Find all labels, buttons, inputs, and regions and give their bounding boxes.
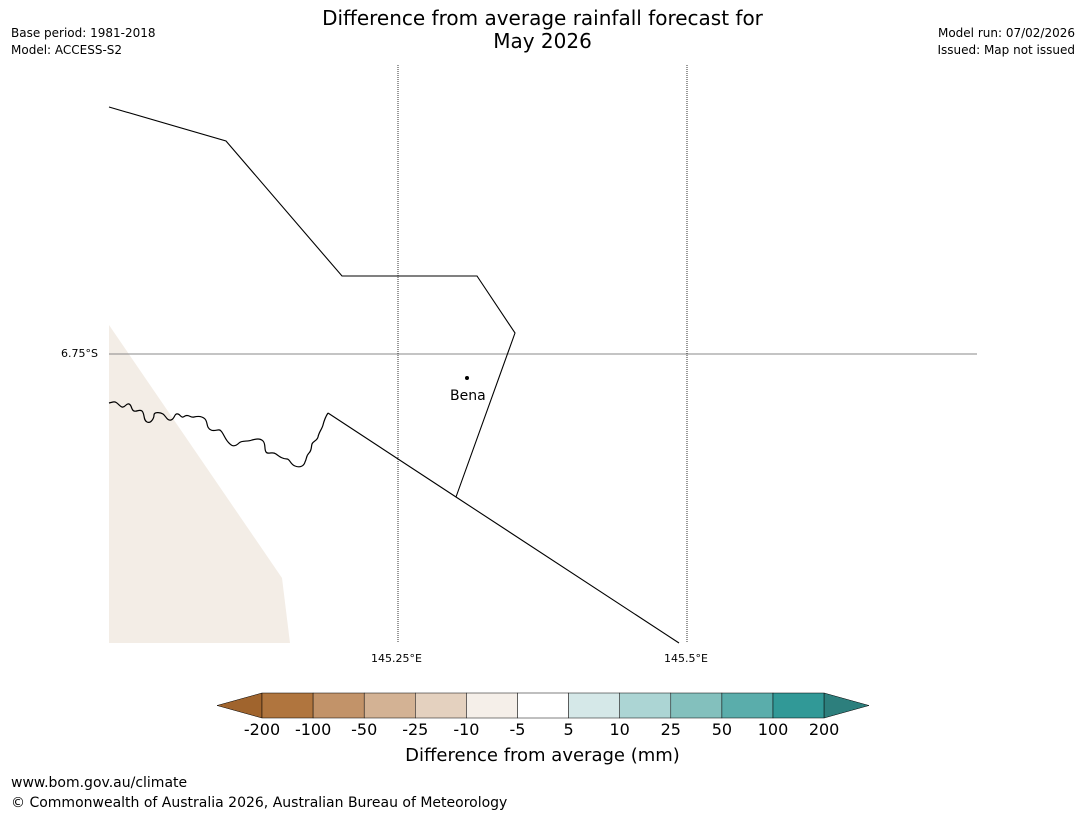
colorbar-tick-label: 50 [711,720,733,739]
longitude-tick-label-2: 145.5°E [664,652,708,665]
base-period-text: Base period: 1981-2018 [11,26,156,40]
colorbar-extend-high [823,692,870,719]
colorbar-segment [363,692,416,719]
colorbar-tick-label: 25 [660,720,681,739]
footer-copyright: © Commonwealth of Australia 2026, Austra… [11,795,508,811]
map-title: Difference from average rainfall forecas… [0,7,1085,53]
land-fill [109,325,290,643]
title-line-1: Difference from average rainfall forecas… [322,6,763,30]
meta-right: Model run: 07/02/2026 Issued: Map not is… [937,25,1075,59]
colorbar-segment [721,692,774,719]
colorbar-tick-label: -100 [294,720,332,739]
colorbar-tick-label: -10 [453,720,480,739]
colorbar-segment [670,692,723,719]
colorbar-tick-label: -200 [243,720,281,739]
colorbar-segment [312,692,365,719]
latitude-tick-label: 6.75°S [61,347,98,360]
colorbar-tick-label: -50 [351,720,378,739]
longitude-tick-label-1: 145.25°E [371,652,422,665]
model-text: Model: ACCESS-S2 [11,43,123,57]
colorbar-segment [261,692,314,719]
colorbar-segment [772,692,825,719]
footer-url: www.bom.gov.au/climate [11,775,188,791]
colorbar-segment [568,692,620,719]
colorbar-segment [619,692,672,719]
colorbar-tick-label: 10 [609,720,630,739]
colorbar-tick-label: 200 [808,720,840,739]
colorbar-segment [415,692,467,719]
colorbar-label: Difference from average (mm) [405,745,680,766]
boundary-north [108,106,516,498]
colorbar-tick-label: -25 [402,720,429,739]
coastline [108,401,329,468]
model-run-text: Model run: 07/02/2026 [937,26,1075,40]
colorbar-tick-label: 100 [757,720,789,739]
issued-text: Issued: Map not issued [937,43,1075,57]
colorbar-segment [466,692,518,719]
bena-marker [465,376,469,380]
meta-left: Base period: 1981-2018 Model: ACCESS-S2 [11,25,156,59]
colorbar-tick-label: 5 [563,720,574,739]
place-label-bena: Bena [450,388,486,404]
colorbar-tick-label: -5 [509,720,526,739]
boundary-south [327,412,680,644]
colorbar-segment [517,692,569,719]
colorbar-extend-low [216,692,263,719]
title-line-2: May 2026 [493,29,592,53]
